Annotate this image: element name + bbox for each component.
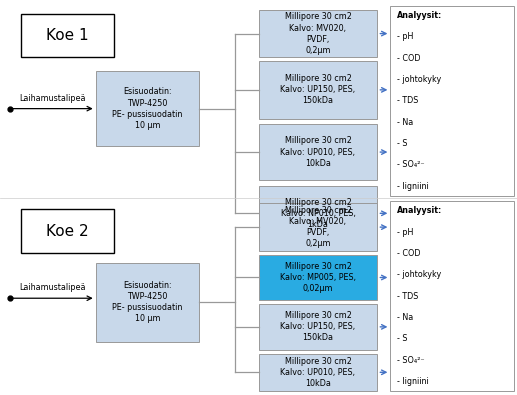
Text: - S: - S bbox=[397, 139, 407, 148]
Bar bbox=[258, 186, 377, 241]
Text: Esisuodatin:
TWP-4250
PE- pussisuodatin
10 μm: Esisuodatin: TWP-4250 PE- pussisuodatin … bbox=[112, 87, 183, 130]
Text: - TDS: - TDS bbox=[397, 292, 418, 301]
Bar bbox=[96, 263, 199, 342]
Text: - ligniini: - ligniini bbox=[397, 182, 428, 190]
Bar bbox=[390, 6, 514, 196]
Text: - pH: - pH bbox=[397, 32, 413, 41]
Text: Laihamustalipeä: Laihamustalipeä bbox=[20, 283, 86, 292]
Bar bbox=[258, 124, 377, 180]
Text: - ligniini: - ligniini bbox=[397, 377, 428, 386]
Text: Millipore 30 cm2
Kalvo: MP005, PES,
0,02μm: Millipore 30 cm2 Kalvo: MP005, PES, 0,02… bbox=[280, 262, 356, 293]
Bar bbox=[258, 354, 377, 391]
Text: - johtokyky: - johtokyky bbox=[397, 75, 441, 84]
Text: Millipore 30 cm2
Kalvo: UP010, PES,
10kDa: Millipore 30 cm2 Kalvo: UP010, PES, 10kD… bbox=[280, 357, 356, 388]
Text: - pH: - pH bbox=[397, 228, 413, 237]
Text: - Na: - Na bbox=[397, 313, 413, 322]
Text: Millipore 30 cm2
Kalvo: MV020,
PVDF,
0,2μm: Millipore 30 cm2 Kalvo: MV020, PVDF, 0,2… bbox=[284, 12, 352, 55]
Bar bbox=[21, 14, 114, 57]
Text: Laihamustalipeä: Laihamustalipeä bbox=[20, 94, 86, 103]
Bar bbox=[390, 201, 514, 391]
Bar bbox=[258, 203, 377, 251]
Bar bbox=[258, 304, 377, 350]
Text: Esisuodatin:
TWP-4250
PE- pussisuodatin
10 μm: Esisuodatin: TWP-4250 PE- pussisuodatin … bbox=[112, 281, 183, 324]
Text: Koe 2: Koe 2 bbox=[46, 224, 88, 239]
Text: Millipore 30 cm2
Kalvo: MV020,
PVDF,
0,2μm: Millipore 30 cm2 Kalvo: MV020, PVDF, 0,2… bbox=[284, 206, 352, 248]
Text: Millipore 30 cm2
Kalvo: NP010, PES,
1kDa: Millipore 30 cm2 Kalvo: NP010, PES, 1kDa bbox=[281, 198, 355, 229]
Bar bbox=[21, 209, 114, 253]
Text: - TDS: - TDS bbox=[397, 96, 418, 105]
Text: - COD: - COD bbox=[397, 249, 420, 258]
Bar bbox=[258, 61, 377, 118]
Text: - Na: - Na bbox=[397, 118, 413, 126]
Text: Analyysit:: Analyysit: bbox=[397, 11, 442, 20]
Text: Millipore 30 cm2
Kalvo: UP150, PES,
150kDa: Millipore 30 cm2 Kalvo: UP150, PES, 150k… bbox=[280, 311, 356, 342]
Bar bbox=[258, 10, 377, 57]
Text: - SO₄²⁻: - SO₄²⁻ bbox=[397, 160, 424, 169]
Text: Millipore 30 cm2
Kalvo: UP150, PES,
150kDa: Millipore 30 cm2 Kalvo: UP150, PES, 150k… bbox=[280, 74, 356, 105]
Text: Millipore 30 cm2
Kalvo: UP010, PES,
10kDa: Millipore 30 cm2 Kalvo: UP010, PES, 10kD… bbox=[280, 137, 356, 167]
Text: - SO₄²⁻: - SO₄²⁻ bbox=[397, 356, 424, 365]
Text: - johtokyky: - johtokyky bbox=[397, 271, 441, 279]
Text: - S: - S bbox=[397, 335, 407, 343]
Text: Koe 1: Koe 1 bbox=[46, 28, 88, 43]
Bar bbox=[258, 255, 377, 300]
Bar bbox=[96, 71, 199, 146]
Text: - COD: - COD bbox=[397, 54, 420, 62]
Text: Analyysit:: Analyysit: bbox=[397, 207, 442, 215]
